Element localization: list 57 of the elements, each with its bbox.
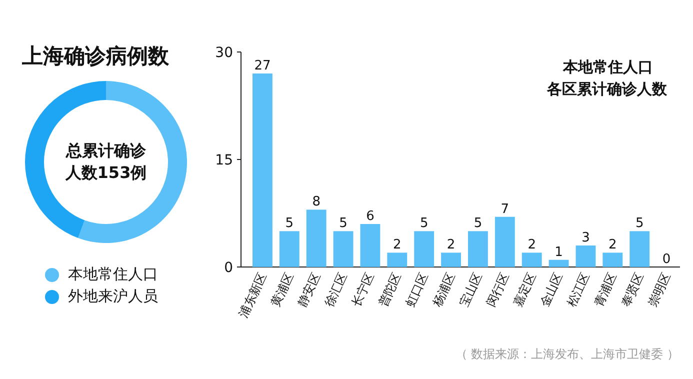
x-tick-label: 松江区: [564, 270, 592, 309]
x-tick-label: 徐汇区: [322, 270, 350, 309]
x-tick-label: 浦东新区: [236, 270, 270, 320]
bar: [414, 231, 434, 267]
bar: [306, 210, 326, 267]
data-label: 2: [528, 238, 536, 253]
bar: [279, 231, 300, 267]
bar: [252, 74, 272, 267]
y-tick-label: 15: [215, 152, 233, 168]
data-label: 0: [662, 252, 671, 267]
x-tick-label: 宝山区: [456, 270, 485, 309]
data-label: 3: [582, 230, 590, 246]
x-tick-label: 青浦区: [591, 270, 620, 309]
bar: [387, 252, 408, 267]
text: （ 数据来源：上海发布、上海市卫健委 ）: [455, 346, 679, 363]
bar: [522, 252, 542, 267]
x-tick-label: 闵行区: [484, 270, 512, 309]
data-label: 27: [254, 58, 271, 74]
bar: [360, 224, 380, 267]
chart-title: 本地常住人口: [563, 58, 653, 77]
data-label: 2: [393, 238, 402, 253]
bar: [468, 231, 488, 267]
y-tick-label: 0: [224, 260, 233, 276]
x-tick-label: 嘉定区: [510, 270, 539, 309]
chart-title: 上海确诊病例数: [22, 43, 169, 70]
x-tick-label: 长宁区: [349, 270, 377, 309]
data-label: 1: [554, 244, 563, 260]
bar: [494, 216, 515, 267]
bar: [333, 231, 354, 267]
bar: [630, 231, 650, 267]
bar: [602, 252, 623, 267]
x-tick-label: 静安区: [295, 270, 324, 309]
data-label: 5: [635, 216, 644, 232]
data-label: 2: [608, 238, 617, 253]
bar: [548, 260, 569, 267]
data-label: 7: [500, 202, 510, 217]
data-label: 2: [446, 238, 456, 253]
data-label: 5: [420, 216, 428, 232]
text: 各区累计确诊人数: [547, 80, 667, 99]
x-tick-label: 黄浦区: [268, 270, 296, 309]
data-label: 8: [312, 194, 320, 210]
data-label: 5: [339, 216, 348, 232]
legend-label: 外地来沪人员: [68, 287, 158, 306]
bar: [576, 246, 596, 267]
y-tick-label: 30: [215, 45, 233, 61]
x-tick-label: 奉贤区: [618, 270, 646, 309]
legend-label: 本地常住人口: [68, 265, 158, 284]
data-label: 5: [285, 216, 294, 232]
x-tick-label: 普陀区: [376, 270, 404, 309]
x-tick-label: 金山区: [538, 270, 566, 309]
text: 总累计确诊人数153例: [64, 140, 148, 184]
x-tick-label: 崇明区: [645, 270, 674, 309]
data-label: 5: [474, 216, 482, 232]
data-label: 6: [366, 209, 374, 224]
x-tick-label: 虹口区: [402, 270, 431, 309]
bar: [441, 252, 461, 267]
x-tick-label: 杨浦区: [429, 270, 458, 310]
